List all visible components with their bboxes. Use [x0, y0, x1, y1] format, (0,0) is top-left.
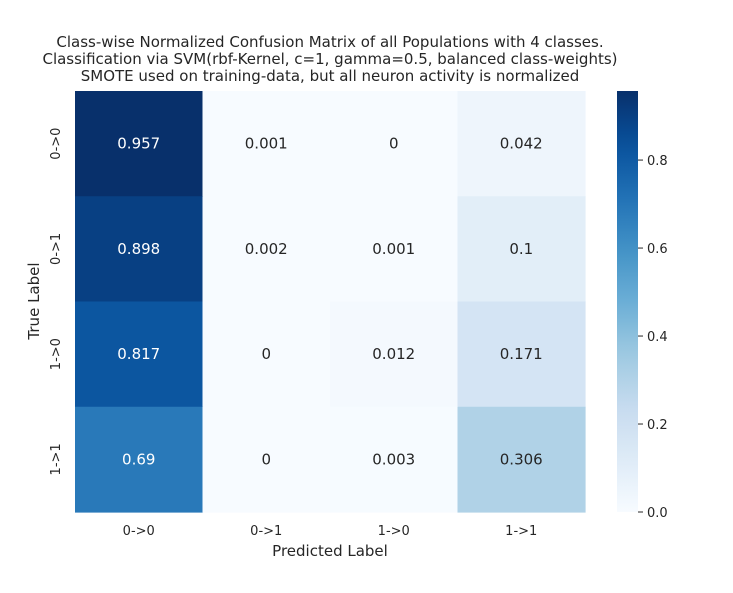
cell-value-label-r2-c2: 0.012 — [372, 345, 415, 363]
heatmap-cell-r1-c0 — [75, 196, 204, 303]
cell-value-label-r0-c2: 0 — [389, 135, 399, 153]
heatmap-cell-r2-c1 — [202, 301, 331, 408]
y-tick-label-0: 0->0 — [49, 128, 64, 160]
heatmap-cell-r1-c3 — [457, 196, 586, 303]
x-tick-label-1: 0->1 — [250, 524, 282, 539]
cell-value-label-r2-c3: 0.171 — [500, 345, 543, 363]
title-line-1: Class-wise Normalized Confusion Matrix o… — [56, 33, 603, 51]
cell-value-label-r3-c3: 0.306 — [500, 450, 543, 468]
colorbar-tick-label-3: 0.6 — [647, 242, 668, 257]
heatmap-cell-r3-c1 — [202, 406, 331, 513]
cell-value-label-r2-c0: 0.817 — [117, 345, 160, 363]
x-tick-labels: 0->0 0->1 1->0 1->1 — [123, 524, 538, 539]
heatmap-cell-r1-c2 — [330, 196, 459, 303]
heatmap-cell-r0-c2 — [330, 91, 459, 197]
colorbar-ticks: 0.0 0.2 0.4 0.6 0.8 — [638, 154, 668, 521]
colorbar-tick-label-4: 0.8 — [647, 154, 668, 169]
heatmap-cell-r2-c3 — [457, 301, 586, 408]
cell-value-label-r1-c0: 0.898 — [117, 240, 160, 258]
cell-value-label-r2-c1: 0 — [261, 345, 271, 363]
x-axis-label: Predicted Label — [272, 542, 388, 560]
cell-value-label-r1-c2: 0.001 — [372, 240, 415, 258]
colorbar: 0.0 0.2 0.4 0.6 0.8 — [617, 91, 668, 521]
cell-value-label-r1-c3: 0.1 — [509, 240, 533, 258]
title-line-3: SMOTE used on training-data, but all neu… — [81, 67, 579, 85]
heatmap-cell-r3-c0 — [75, 406, 204, 513]
chart-title: Class-wise Normalized Confusion Matrix o… — [42, 33, 617, 85]
cell-value-label-r3-c2: 0.003 — [372, 450, 415, 468]
x-tick-label-3: 1->1 — [505, 524, 537, 539]
cell-value-label-r0-c3: 0.042 — [500, 135, 543, 153]
heatmap-cell-r0-c1 — [202, 91, 331, 197]
cell-value-label-r0-c0: 0.957 — [117, 135, 160, 153]
heatmap-cell-r1-c1 — [202, 196, 331, 303]
cell-value-label-r1-c1: 0.002 — [245, 240, 288, 258]
heatmap-cell-r2-c0 — [75, 301, 204, 408]
heatmap-cell-r0-c0 — [75, 91, 204, 197]
y-tick-label-3: 1->1 — [49, 443, 64, 475]
y-tick-label-2: 1->0 — [49, 338, 64, 370]
heatmap-cell-r0-c3 — [457, 91, 586, 197]
x-tick-label-0: 0->0 — [123, 524, 155, 539]
heatmap-cell-r2-c2 — [330, 301, 459, 408]
title-line-2: Classification via SVM(rbf-Kernel, c=1, … — [42, 50, 617, 68]
y-tick-labels: 0->0 0->1 1->0 1->1 — [49, 128, 64, 476]
cell-value-label-r0-c1: 0.001 — [245, 135, 288, 153]
colorbar-tick-label-1: 0.2 — [647, 418, 668, 433]
cell-value-label-r3-c1: 0 — [261, 450, 271, 468]
cell-value-label-r3-c0: 0.69 — [122, 450, 155, 468]
heatmap-cell-r3-c3 — [457, 406, 586, 513]
heatmap-cells: 0.957 0.001 0 0.042 0.898 0.002 0.001 0.1 0.817 0… — [75, 91, 586, 513]
colorbar-tick-label-0: 0.0 — [647, 506, 668, 521]
y-tick-label-1: 0->1 — [49, 233, 64, 265]
colorbar-tick-label-2: 0.4 — [647, 330, 668, 345]
x-tick-label-2: 1->0 — [378, 524, 410, 539]
y-axis-label: True Label — [25, 262, 43, 340]
colorbar-gradient — [617, 91, 638, 512]
heatmap-cell-r3-c2 — [330, 406, 459, 513]
